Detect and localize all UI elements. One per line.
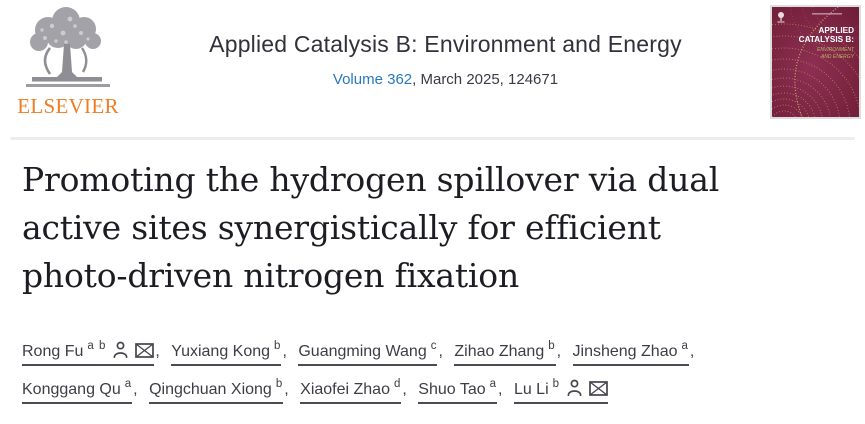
article-title-line: active sites synergistically for efficie…: [22, 208, 661, 247]
author-name: Lu Li: [513, 381, 549, 398]
author-name: Zihao Zhang: [454, 343, 545, 360]
author-zihao-zhang: Zihao Zhang b,: [454, 340, 568, 366]
author-affiliation-sup: b: [275, 378, 284, 390]
journal-banner: ELSEVIER Applied Catalysis B: Environmen…: [0, 0, 865, 227]
journal-info: Applied Catalysis B: Environment and Ene…: [130, 31, 761, 88]
person-icon[interactable]: [113, 341, 128, 358]
author-affiliation-sup: a: [681, 340, 689, 352]
author-name: Guangming Wang: [298, 343, 427, 360]
header-divider: [10, 137, 855, 140]
author-affiliation-sup: b: [552, 378, 561, 390]
cover-subtitle-line2: AND ENERGY: [820, 54, 855, 60]
author-jinsheng-zhao: Jinsheng Zhao a,: [572, 340, 702, 366]
cover-title-line2: CATALYSIS B:: [799, 35, 854, 44]
author-name: Konggang Qu: [22, 381, 121, 398]
journal-issue-line: Volume 362, March 2025, 124671: [130, 71, 761, 88]
author-rong-fu: Rong Fu a b,: [22, 340, 167, 366]
author-affiliation-sup: b: [274, 340, 282, 352]
cover-title-line1: APPLIED: [819, 26, 855, 35]
author-link[interactable]: Shuo Tao a: [418, 378, 498, 404]
author-affiliation-sup: a: [489, 378, 498, 390]
cover-mini-tree-icon: [777, 12, 785, 23]
author-link[interactable]: Yuxiang Kong b: [171, 340, 282, 366]
author-link[interactable]: Rong Fu a b: [22, 340, 155, 366]
author-xiaofei-zhao: Xiaofei Zhao d,: [300, 378, 414, 404]
author-konggang-qu: Konggang Qu a,: [22, 378, 145, 404]
author-name: Qingchuan Xiong: [149, 381, 272, 398]
author-shuo-tao: Shuo Tao a,: [418, 378, 509, 404]
author-separator: ,: [498, 381, 503, 398]
author-affiliation-sup: a b: [87, 340, 107, 352]
author-separator: ,: [689, 343, 695, 360]
article-title-line: photo-driven nitrogen fixation: [22, 256, 519, 295]
journal-cover-thumbnail[interactable]: APPLIED CATALYSIS B: ENVIRONMENT AND ENE…: [682, 0, 865, 227]
author-list: Rong Fu a b, Yuxiang Kong b, Guangming Wan…: [22, 340, 701, 416]
author-link[interactable]: Guangming Wang c: [298, 340, 438, 366]
author-separator: ,: [155, 343, 160, 360]
author-separator: ,: [402, 381, 407, 398]
elsevier-wordmark: ELSEVIER: [17, 94, 119, 118]
author-lu-li: Lu Li b: [513, 378, 609, 404]
author-affiliation-sup: a: [124, 378, 133, 390]
elsevier-logo: ELSEVIER: [16, 6, 120, 119]
person-icon[interactable]: [567, 379, 582, 396]
author-separator: ,: [284, 381, 289, 398]
author-name: Rong Fu: [22, 343, 84, 360]
author-guangming-wang: Guangming Wang c,: [298, 340, 450, 366]
author-qingchuan-xiong: Qingchuan Xiong b,: [149, 378, 296, 404]
volume-link[interactable]: Volume 362: [332, 71, 413, 88]
author-name: Yuxiang Kong: [171, 343, 271, 360]
author-link[interactable]: Zihao Zhang b: [454, 340, 556, 366]
author-affiliation-sup: c: [430, 340, 438, 352]
author-link[interactable]: Qingchuan Xiong b: [149, 378, 284, 404]
author-affiliation-sup: b: [548, 340, 556, 352]
issue-date-text: , March 2025, 124671: [412, 71, 559, 88]
author-row-1: Rong Fu a b, Yuxiang Kong b, Guangming Wan…: [22, 340, 701, 366]
envelope-icon[interactable]: [589, 381, 608, 396]
elsevier-tree-icon: [18, 7, 118, 96]
article-title: Promoting the hydrogen spillover via dua…: [22, 156, 842, 300]
author-link[interactable]: Jinsheng Zhao a: [572, 340, 689, 366]
author-separator: ,: [282, 343, 287, 360]
envelope-icon[interactable]: [135, 343, 155, 358]
author-separator: ,: [133, 381, 138, 398]
cover-subtitle-line1: ENVIRONMENT: [817, 47, 855, 53]
author-separator: ,: [438, 343, 443, 360]
author-name: Xiaofei Zhao: [300, 381, 390, 398]
author-yuxiang-kong: Yuxiang Kong b,: [171, 340, 294, 366]
author-name: Jinsheng Zhao: [572, 343, 678, 360]
author-separator: ,: [556, 343, 562, 360]
author-link[interactable]: Lu Li b: [513, 378, 609, 404]
author-link[interactable]: Konggang Qu a: [22, 378, 133, 404]
article-title-line: Promoting the hydrogen spillover via dua…: [22, 160, 720, 199]
author-name: Shuo Tao: [418, 381, 486, 398]
author-affiliation-sup: d: [393, 378, 402, 390]
author-row-2: Konggang Qu a, Qingchuan Xiong b, Xiaofei …: [22, 378, 701, 404]
journal-title-link[interactable]: Applied Catalysis B: Environment and Ene…: [209, 31, 682, 57]
author-link[interactable]: Xiaofei Zhao d: [300, 378, 402, 404]
